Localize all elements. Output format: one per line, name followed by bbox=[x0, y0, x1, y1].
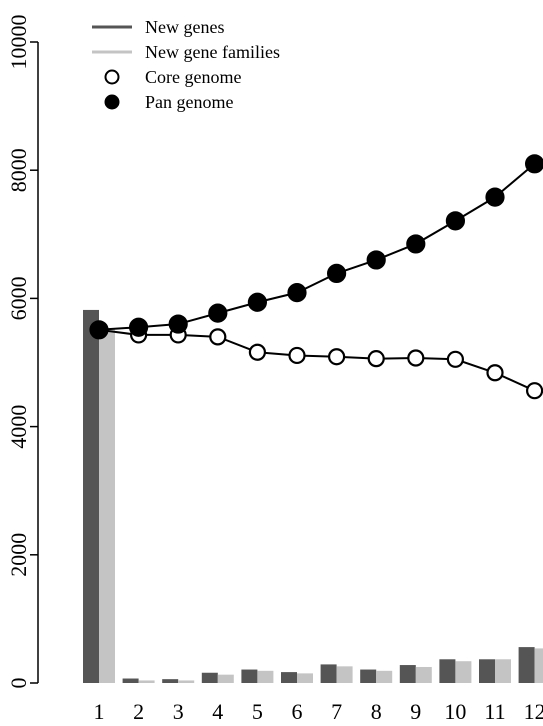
bar-new-gene-families-6 bbox=[297, 673, 313, 683]
point-core-genome-8 bbox=[367, 350, 385, 368]
legend-label-new-genes: New genes bbox=[145, 17, 224, 37]
point-pan-genome-6 bbox=[287, 283, 307, 303]
x-tick-label-2: 2 bbox=[133, 699, 144, 724]
point-pan-genome-12 bbox=[525, 154, 543, 174]
point-core-genome-11 bbox=[486, 364, 504, 382]
lines-layer bbox=[89, 154, 543, 400]
point-core-genome-6 bbox=[288, 346, 306, 365]
bar-new-gene-families-3 bbox=[178, 680, 195, 683]
y-axis: 0 2000 4000 6000 8000 10000 bbox=[6, 15, 39, 689]
x-tick-label-7: 7 bbox=[331, 699, 342, 724]
point-pan-genome-5 bbox=[247, 292, 267, 312]
x-tick-label-4: 4 bbox=[212, 699, 223, 724]
point-core-genome-7 bbox=[328, 348, 346, 366]
point-core-genome-5 bbox=[248, 343, 266, 361]
legend: New genes New gene families Core genome Pan… bbox=[92, 17, 280, 112]
bar-new-gene-families-9 bbox=[415, 666, 432, 683]
bar-new-genes-5 bbox=[241, 669, 258, 683]
bar-new-genes-1 bbox=[83, 309, 99, 683]
point-core-genome-9 bbox=[407, 349, 425, 367]
x-tick-label-10: 10 bbox=[444, 699, 466, 724]
bar-new-gene-families-8 bbox=[376, 670, 393, 683]
bars-layer bbox=[83, 309, 543, 683]
bar-new-gene-families-2 bbox=[138, 680, 155, 683]
bar-new-gene-families-10 bbox=[455, 661, 472, 683]
bar-new-genes-2 bbox=[122, 678, 139, 683]
point-core-genome-4 bbox=[209, 328, 227, 346]
legend-label-new-gene-families: New gene families bbox=[145, 42, 280, 62]
x-tick-label-6: 6 bbox=[292, 699, 303, 724]
bar-new-genes-7 bbox=[320, 664, 337, 683]
point-pan-genome-3 bbox=[168, 314, 188, 334]
point-pan-genome-11 bbox=[485, 187, 505, 207]
bar-new-gene-families-7 bbox=[336, 666, 353, 683]
y-tick-label-10000: 10000 bbox=[6, 15, 31, 70]
bar-new-gene-families-11 bbox=[495, 659, 511, 683]
point-pan-genome-4 bbox=[208, 303, 228, 323]
bar-new-genes-4 bbox=[201, 672, 218, 683]
point-pan-genome-9 bbox=[406, 234, 426, 254]
x-tick-label-9: 9 bbox=[410, 699, 421, 724]
bar-new-genes-11 bbox=[479, 659, 495, 683]
point-core-genome-10 bbox=[446, 350, 464, 368]
x-tick-label-8: 8 bbox=[371, 699, 382, 724]
bar-new-genes-9 bbox=[399, 665, 416, 683]
bar-new-genes-6 bbox=[281, 672, 297, 683]
x-tick-label-12: 12 bbox=[524, 699, 543, 724]
bar-new-gene-families-5 bbox=[257, 670, 274, 683]
line-pan-genome bbox=[98, 163, 536, 331]
y-tick-label-8000: 8000 bbox=[6, 148, 31, 192]
bar-new-genes-8 bbox=[360, 669, 377, 683]
x-tick-label-1: 1 bbox=[94, 699, 105, 724]
line-core-genome bbox=[98, 328, 536, 392]
bar-new-genes-12 bbox=[518, 647, 535, 683]
point-pan-genome-1 bbox=[89, 320, 109, 340]
point-pan-genome-7 bbox=[327, 263, 347, 284]
bar-new-gene-families-12 bbox=[534, 648, 543, 683]
legend-swatch-pan-genome bbox=[104, 94, 120, 110]
x-tick-label-3: 3 bbox=[173, 699, 184, 724]
y-tick-label-4000: 4000 bbox=[6, 405, 31, 449]
bar-new-gene-families-4 bbox=[217, 674, 234, 683]
x-tick-label-11: 11 bbox=[484, 699, 505, 724]
legend-swatch-core-genome bbox=[104, 69, 120, 85]
x-axis: 1 2 3 4 5 6 7 8 9 10 11 12 bbox=[94, 699, 543, 724]
x-tick-label-5: 5 bbox=[252, 699, 263, 724]
point-pan-genome-8 bbox=[366, 250, 386, 270]
legend-label-core-genome: Core genome bbox=[145, 67, 241, 87]
bar-new-gene-families-1 bbox=[99, 329, 115, 683]
bar-new-genes-10 bbox=[439, 659, 456, 683]
y-tick-label-6000: 6000 bbox=[6, 276, 31, 320]
bar-new-genes-3 bbox=[162, 679, 179, 683]
legend-label-pan-genome: Pan genome bbox=[145, 92, 233, 112]
point-pan-genome-2 bbox=[129, 317, 149, 337]
y-tick-label-2000: 2000 bbox=[6, 533, 31, 577]
point-core-genome-12 bbox=[526, 382, 543, 400]
y-tick-label-0: 0 bbox=[6, 678, 31, 689]
point-pan-genome-10 bbox=[445, 211, 465, 231]
